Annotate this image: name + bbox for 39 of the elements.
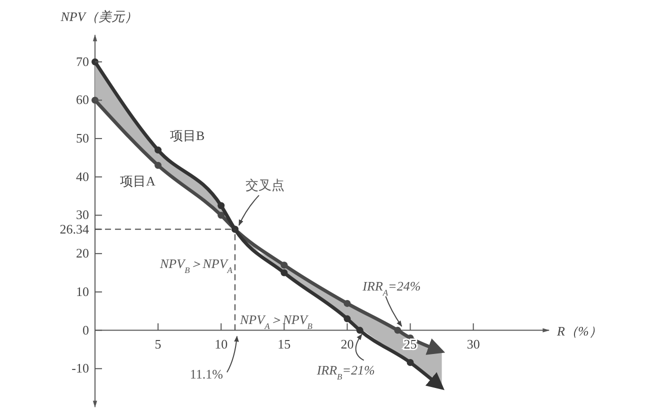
y-tick-label: 40	[76, 168, 89, 184]
x-tick-label: 15	[278, 336, 291, 352]
point	[394, 326, 402, 334]
annotation: 交叉点	[245, 177, 284, 192]
x-tick-label: 25	[404, 336, 417, 352]
y-tick-label: 70	[76, 54, 89, 69]
point	[280, 262, 288, 269]
x-tick-label: 10	[214, 336, 228, 352]
y-tick-label: 0	[82, 322, 89, 338]
x-axis-title: R（%）	[556, 323, 602, 338]
point	[406, 359, 414, 366]
point	[218, 212, 225, 219]
annotation: IRR$_{A}$=24%	[362, 278, 421, 298]
point	[218, 202, 225, 210]
point	[356, 326, 364, 334]
y-tick-label: -10	[72, 360, 89, 376]
y-axis-title: NPV（美元）	[60, 9, 138, 24]
y-tick-label: 10	[76, 284, 89, 299]
y-tick-label: 20	[76, 246, 89, 261]
point	[92, 58, 98, 66]
annotation: NPV$_{B}$＞NPV$_{A}$	[159, 256, 234, 275]
point	[344, 315, 351, 322]
point	[280, 269, 288, 276]
point	[344, 300, 351, 307]
point	[92, 96, 98, 104]
point	[154, 162, 162, 169]
y-tick-label: 60	[76, 92, 89, 108]
point	[154, 146, 162, 154]
x-tick-label: 30	[466, 336, 480, 352]
x-tick-label: 20	[340, 336, 354, 352]
annotation: IRR$_{B}$=21%	[316, 362, 375, 382]
x-tick-label: 5	[154, 336, 162, 352]
y-tick-label: 50	[76, 130, 89, 146]
annotation: NPV$_{A}$＞NPV$_{B}$	[239, 312, 312, 331]
y-tick-label: 30	[76, 207, 89, 222]
y-tick-label: 26.34	[60, 221, 90, 236]
series-label: 项目A	[120, 173, 156, 188]
ref-line-label: 11.1%	[190, 366, 224, 382]
series-label: 项目B	[170, 128, 206, 144]
